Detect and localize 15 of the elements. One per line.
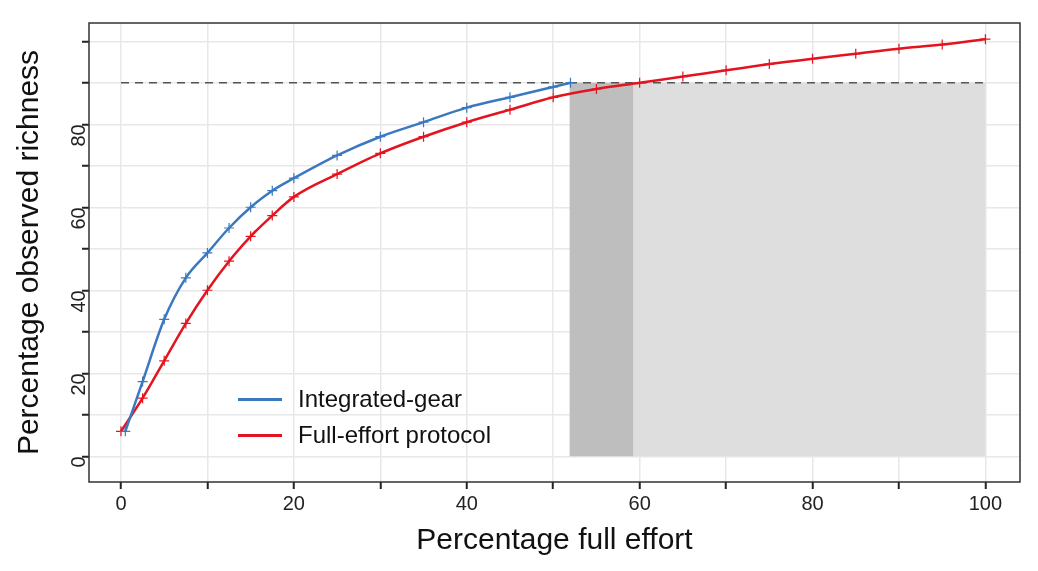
y-tick-label: 0 [66,456,89,468]
y-tick-label: 40 [66,290,89,313]
y-axis-title: Percentage observed richness [11,49,45,456]
x-tick-label: 60 [628,491,651,514]
x-tick-label: 40 [455,491,478,514]
y-tick-label: 80 [66,124,89,147]
x-tick-label: 80 [801,491,824,514]
x-tick-label: 100 [968,491,1003,514]
y-tick-label: 60 [66,207,89,230]
legend-label: Full-effort protocol [298,421,491,449]
x-axis-title: Percentage full effort [416,522,694,556]
x-tick-label: 0 [115,491,127,514]
legend-label: Integrated-gear [298,385,463,413]
x-tick-label: 20 [282,491,305,514]
y-tick-label: 20 [66,373,89,396]
